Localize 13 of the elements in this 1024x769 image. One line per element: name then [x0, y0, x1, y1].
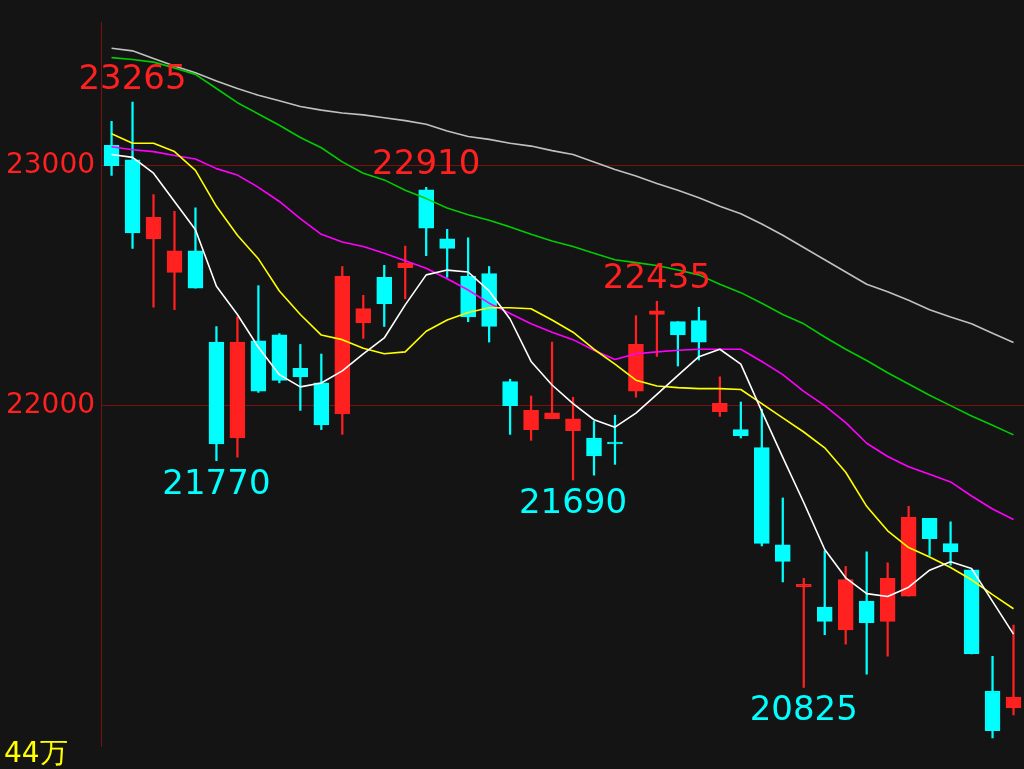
annotation: 23265 [78, 57, 187, 98]
candlestick [145, 194, 162, 308]
annotation: 21770 [162, 461, 271, 502]
y-tick-label: 22000 [5, 386, 96, 420]
y-tick-label: 23000 [5, 147, 96, 181]
candlestick [1005, 624, 1022, 716]
annotation: 21690 [518, 480, 628, 521]
candlestick [942, 521, 959, 566]
annotation: 22435 [602, 256, 712, 297]
candlestick [166, 211, 183, 310]
annotation: 22910 [372, 142, 481, 183]
text: 44万 [4, 736, 68, 769]
annotation: 20825 [749, 688, 858, 729]
